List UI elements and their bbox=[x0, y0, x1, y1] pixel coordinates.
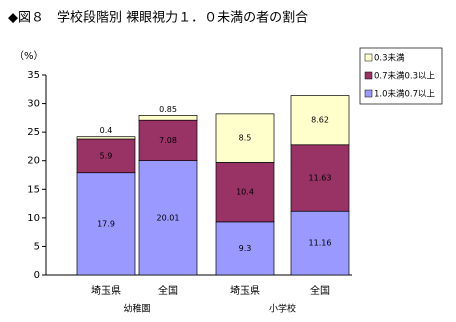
value-label: 7.08 bbox=[159, 136, 177, 145]
y-tick-label: 20 bbox=[27, 156, 40, 167]
chart-title: ◆図８ 学校段階別 裸眼視力１．０未満の者の割合 bbox=[8, 10, 308, 26]
legend-label: 1.0未満0.7以上 bbox=[374, 89, 436, 100]
bar-segment bbox=[290, 144, 350, 212]
y-tick-label: 35 bbox=[27, 70, 40, 81]
legend-box bbox=[359, 47, 443, 105]
x-tick-label: 埼玉県 bbox=[230, 284, 260, 297]
value-label: 20.01 bbox=[157, 213, 180, 222]
group-label: 幼稚園 bbox=[123, 303, 150, 315]
value-label: 9.3 bbox=[239, 244, 252, 253]
value-label: 0.85 bbox=[159, 105, 177, 114]
y-tick-label: 10 bbox=[27, 213, 40, 224]
bar-segment bbox=[76, 136, 136, 140]
x-tick-label: 埼玉県 bbox=[91, 284, 121, 297]
value-label: 5.9 bbox=[100, 151, 113, 160]
x-tick-label: 全国 bbox=[310, 284, 330, 297]
y-tick-label: 30 bbox=[27, 99, 40, 110]
bar-segment bbox=[290, 210, 350, 276]
bar-segment bbox=[76, 138, 136, 174]
bar-segment bbox=[215, 221, 275, 276]
legend-swatch bbox=[364, 71, 373, 80]
value-label: 8.5 bbox=[239, 134, 252, 143]
y-tick-label: 25 bbox=[27, 127, 40, 138]
bar-segment bbox=[138, 119, 198, 162]
legend-label: 0.7未満0.3以上 bbox=[374, 71, 436, 82]
legend-label: 0.3未満 bbox=[374, 53, 405, 64]
value-label: 10.4 bbox=[236, 188, 254, 197]
y-tick-label: 5 bbox=[34, 241, 40, 252]
bar-segment bbox=[138, 160, 198, 276]
legend-swatch bbox=[364, 89, 373, 98]
value-label: 8.62 bbox=[311, 116, 329, 125]
x-tick-label: 全国 bbox=[158, 284, 178, 297]
legend-swatch bbox=[364, 53, 373, 62]
group-label: 小学校 bbox=[269, 303, 296, 315]
value-label: 17.9 bbox=[97, 219, 115, 228]
bar-segment bbox=[215, 162, 275, 223]
bar-segment bbox=[215, 113, 275, 163]
y-tick-label: 15 bbox=[27, 184, 40, 195]
bar-segment bbox=[290, 95, 350, 146]
y-tick-label: 0 bbox=[34, 270, 40, 281]
value-label: 0.4 bbox=[100, 126, 113, 135]
y-unit: （%） bbox=[14, 50, 44, 62]
bar-segment bbox=[138, 114, 198, 121]
value-label: 11.16 bbox=[309, 239, 332, 248]
value-label: 11.63 bbox=[309, 174, 332, 183]
